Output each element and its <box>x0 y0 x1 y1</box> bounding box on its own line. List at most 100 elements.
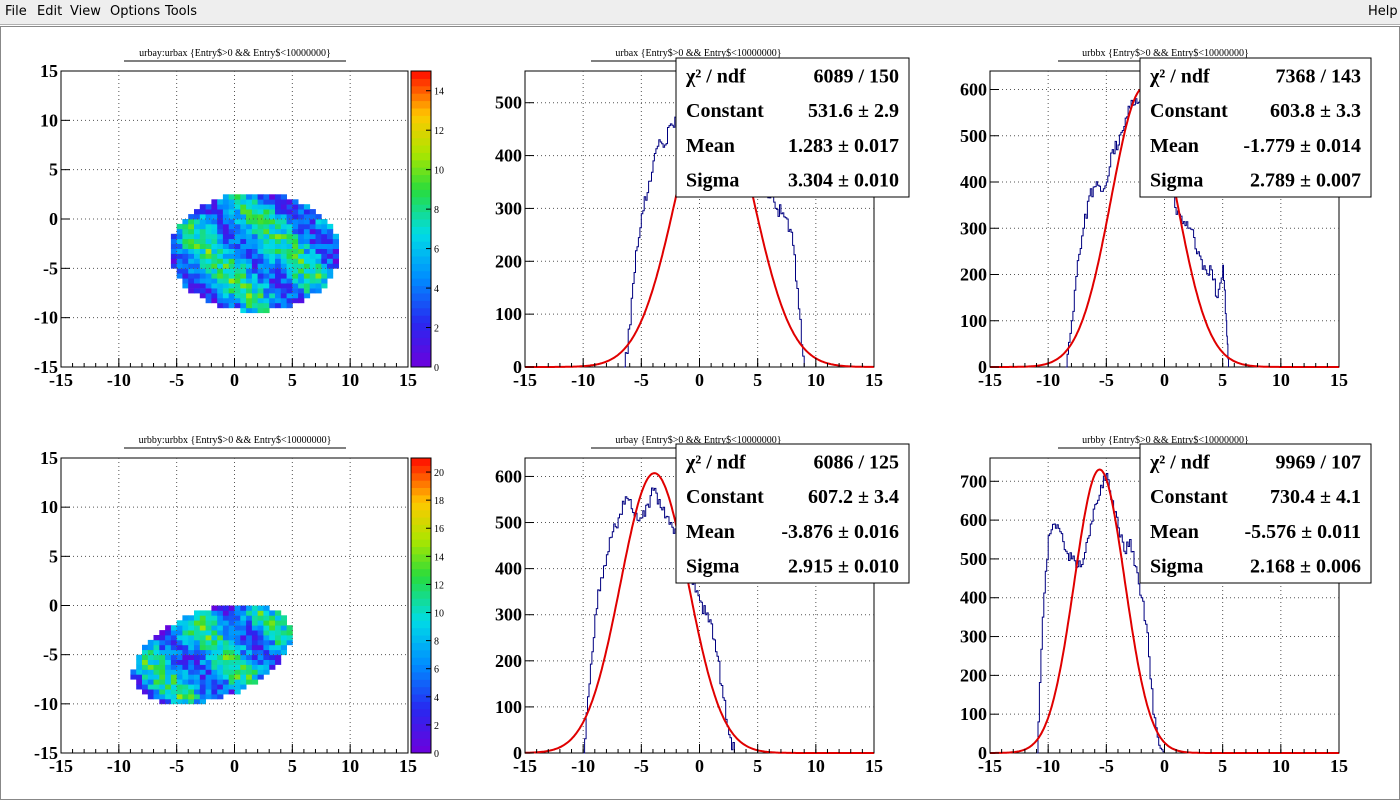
color-scale-step <box>411 642 431 651</box>
heatmap-cell <box>228 635 235 641</box>
heatmap-cell <box>257 635 264 641</box>
heatmap-cell <box>263 233 270 240</box>
plot-2[interactable]: -15 -10 -5 0 5 10 15 0 100 200 300 400 500 urbax {Ent… <box>495 44 910 390</box>
heatmap-cell <box>211 689 218 695</box>
heatmap-cell <box>188 233 195 240</box>
heatmap-cell <box>199 209 206 215</box>
heatmap-cell <box>269 654 276 660</box>
heatmap-cell <box>234 233 241 240</box>
fit-stats-box: χ² / ndf 6086 / 125 Constant 607.2 ± 3.4 Mea… <box>675 443 910 584</box>
heatmap-cell <box>182 278 189 284</box>
heatmap-cell <box>194 223 201 230</box>
heatmap-cell <box>321 228 328 235</box>
plot-3[interactable]: -15 -10 -5 0 5 10 15 0 100 200 300 400 500 600 urbbx {… <box>960 44 1372 390</box>
heatmap-cell <box>234 214 241 220</box>
heatmap-cell <box>327 243 334 249</box>
heatmap-cell <box>170 694 178 700</box>
heatmap-cell <box>263 283 270 289</box>
menu-tools[interactable]: Tools <box>165 4 198 19</box>
color-scale-step <box>411 664 431 673</box>
menu-edit[interactable]: Edit <box>37 4 63 19</box>
heatmap-cell <box>199 214 206 220</box>
plot-1[interactable]: 0 2 4 6 8 10 12 14 -15 -10 -5 0 5 10 15 -15 -10 -5 0 5 10 15 u… <box>34 44 444 390</box>
heatmap-cell <box>251 268 259 274</box>
color-scale-tick-label: 0 <box>434 749 439 760</box>
heatmap-cell <box>199 679 206 685</box>
menu-file[interactable]: File <box>5 4 27 19</box>
heatmap-cell <box>286 253 293 259</box>
heatmap-cell <box>234 248 241 254</box>
heatmap-cell <box>275 293 282 299</box>
heatmap-cell <box>194 610 201 616</box>
heatmap-cell <box>251 238 259 244</box>
x-tick-label: -10 <box>107 370 131 390</box>
heatmap-cell <box>269 258 276 264</box>
heatmap-cell <box>194 649 201 656</box>
heatmap-cell <box>170 659 178 665</box>
heatmap-cell <box>217 248 224 254</box>
heatmap-cell <box>298 283 305 289</box>
heatmap-cell <box>217 268 224 274</box>
heatmap-cell <box>222 233 230 240</box>
heatmap-cell <box>153 649 160 656</box>
heatmap-cell <box>257 620 264 626</box>
color-scale-step <box>411 539 431 547</box>
heatmap-cell <box>269 278 276 284</box>
heatmap-cell <box>188 654 195 660</box>
plots-canvas[interactable]: 0 2 4 6 8 10 12 14 -15 -10 -5 0 5 10 15 -15 -10 -5 0 5 10 15 u… <box>1 27 1399 799</box>
x-tick-label: 10 <box>341 370 359 390</box>
menu-options[interactable]: Options <box>110 4 161 19</box>
heatmap-cell <box>240 263 247 269</box>
root-canvas[interactable]: 0 2 4 6 8 10 12 14 -15 -10 -5 0 5 10 15 -15 -10 -5 0 5 10 15 u… <box>0 26 1400 800</box>
heatmap-cell <box>211 273 218 279</box>
heatmap-cell <box>205 620 212 626</box>
heatmap-cell <box>211 268 218 274</box>
heatmap-cell <box>280 288 287 294</box>
heatmap-cell <box>176 238 183 244</box>
plot-6[interactable]: -15 -10 -5 0 5 10 15 0 100 200 300 400 500 600 700 urbb… <box>960 431 1372 776</box>
heatmap-cell <box>246 248 253 254</box>
heatmap-cell <box>263 228 270 235</box>
stats-frame <box>1139 443 1372 584</box>
heatmap-cell <box>228 674 235 680</box>
heatmap-cell <box>275 635 282 641</box>
heatmap-cell <box>199 238 206 244</box>
heatmap-cell <box>211 649 218 656</box>
heatmap-cell <box>240 620 247 626</box>
heatmap-cell <box>217 209 224 215</box>
heatmap-cell <box>176 664 183 670</box>
heatmap-cell <box>263 307 270 314</box>
heatmap-cell <box>280 258 287 264</box>
heatmap-cell <box>211 263 218 269</box>
heatmap-cell <box>275 625 282 631</box>
heatmap-cell <box>188 268 195 274</box>
heatmap-cell <box>234 223 241 230</box>
heatmap-cell <box>257 615 264 621</box>
heatmap-cell <box>240 654 247 660</box>
heatmap-cell <box>147 684 154 690</box>
heatmap-cell <box>222 288 230 294</box>
heatmap-cell <box>263 273 270 279</box>
heatmap-cell <box>211 228 218 235</box>
y-tick-label: 0 <box>49 596 58 616</box>
heatmap-cell <box>298 253 305 259</box>
heatmap-cell <box>199 233 206 240</box>
heatmap-cell <box>240 635 247 641</box>
plot-4[interactable]: 0 2 4 6 8 10 12 14 16 18 20 -15 -10 -5 0 5 10 15 -15 -10 -5 0… <box>34 431 444 776</box>
heatmap-cell <box>199 664 206 670</box>
heatmap-cell <box>292 209 299 215</box>
heatmap-cell <box>199 654 206 660</box>
heatmap-cell <box>315 223 322 230</box>
heatmap-cell <box>275 302 282 309</box>
menu-view[interactable]: View <box>70 4 101 19</box>
heatmap-cell <box>176 243 183 249</box>
heatmap-cell <box>251 278 259 284</box>
heatmap-cell <box>182 620 189 626</box>
heatmap-cell <box>251 625 259 631</box>
heatmap-cell <box>292 268 299 274</box>
menu-help[interactable]: Help <box>1368 4 1398 19</box>
color-scale-step <box>411 494 431 503</box>
plot-5[interactable]: -15 -10 -5 0 5 10 15 0 100 200 300 400 500 600 urbay {… <box>495 431 910 776</box>
color-scale-step <box>411 226 431 235</box>
heatmap-cell <box>170 635 178 641</box>
